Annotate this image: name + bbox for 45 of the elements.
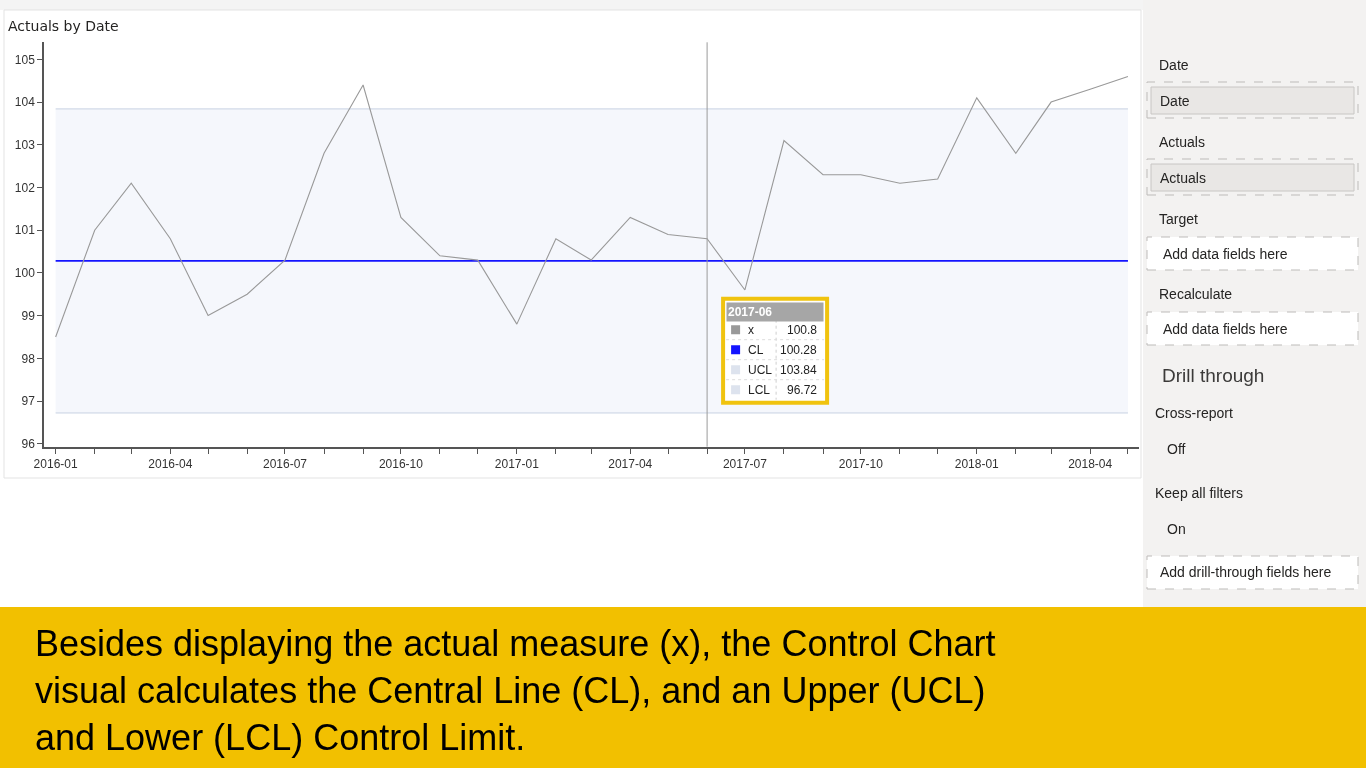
text: Add drill-through fields here bbox=[1160, 564, 1332, 580]
y-tick-label: 98 bbox=[21, 351, 36, 366]
text: Keep all filters bbox=[1155, 485, 1243, 501]
legend-title: 2017-06 bbox=[728, 305, 773, 319]
x-tick-label: 2017-10 bbox=[838, 457, 884, 472]
text: Drill through bbox=[1162, 365, 1265, 386]
text: Off bbox=[1167, 441, 1186, 457]
x-tick-label: 2018-04 bbox=[1068, 457, 1113, 472]
text: Recalculate bbox=[1159, 286, 1233, 302]
annotation: 96.72 bbox=[787, 383, 818, 397]
y-tick-label: 102 bbox=[14, 180, 36, 195]
text: Cross-report bbox=[1155, 405, 1233, 421]
text: Actuals bbox=[1159, 134, 1205, 150]
text: Besides displaying the actual measure (x), the Control Chart visual calculates the Central Line (CL), and an Upper (UCL) and Lower (LCL) Control Limit. bbox=[35, 623, 996, 758]
x-tick-label: 2017-01 bbox=[494, 457, 540, 472]
text: Add data fields here bbox=[1163, 246, 1288, 262]
text: Actuals bbox=[1160, 170, 1206, 186]
legend-label: LCL bbox=[748, 383, 771, 397]
x-tick-label: 2016-10 bbox=[378, 457, 424, 472]
y-tick-label: 100 bbox=[14, 266, 36, 281]
y-tick-label: 103 bbox=[14, 137, 36, 152]
x-tick-label: 2017-07 bbox=[722, 457, 768, 472]
annotation: 100.28 bbox=[780, 343, 818, 357]
y-tick-label: 104 bbox=[14, 95, 36, 110]
text: On bbox=[1167, 521, 1186, 537]
text: Date bbox=[1160, 93, 1190, 109]
annotation: 103.84 bbox=[780, 363, 818, 377]
y-tick-label: 96 bbox=[21, 436, 36, 451]
legend-label: x bbox=[748, 323, 754, 337]
y-tick-label: 105 bbox=[14, 52, 36, 67]
text: Date bbox=[1159, 57, 1189, 73]
x-tick-label: 2017-04 bbox=[608, 457, 653, 472]
y-tick-label: 101 bbox=[14, 223, 36, 238]
annotation: 100.8 bbox=[787, 323, 818, 337]
chart-title: Actuals by Date bbox=[8, 17, 119, 34]
x-tick-label: 2018-01 bbox=[954, 457, 1000, 472]
x-tick-label: 2016-01 bbox=[33, 457, 78, 472]
text: Add data fields here bbox=[1163, 321, 1288, 337]
x-tick-label: 2016-07 bbox=[262, 457, 308, 472]
legend-label: CL bbox=[748, 343, 764, 357]
x-tick-label: 2016-04 bbox=[148, 457, 193, 472]
y-tick-label: 97 bbox=[21, 394, 36, 409]
y-tick-label: 99 bbox=[21, 308, 36, 323]
text: Target bbox=[1159, 211, 1199, 227]
legend-label: UCL bbox=[748, 363, 773, 377]
